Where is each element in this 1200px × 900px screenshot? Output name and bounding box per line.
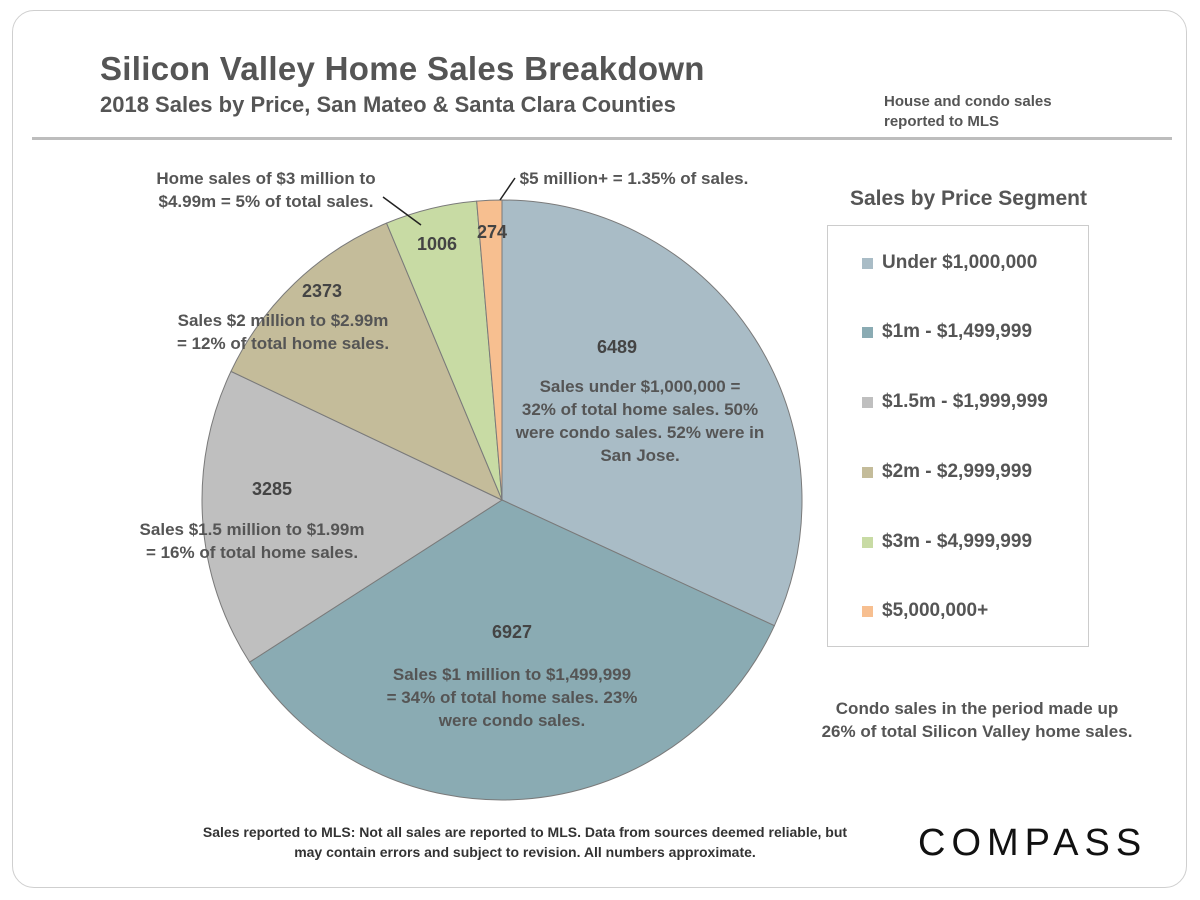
pie-slice [201,370,504,663]
slice-annotation-line: = 16% of total home sales. [146,543,358,562]
compass-logo: COMPASS [918,822,1148,864]
slice-annotation-line: San Jose. [600,446,679,465]
legend-item-3m-5m: $3m - $4,999,999 [862,531,1032,553]
slice-annotation-line: = 34% of total home sales. 23% [387,688,638,707]
leader-line-5m [499,177,516,201]
slice-annotation-line: Sales $1 million to $1,499,999 [393,665,631,684]
slice-value-label: 274 [477,222,507,242]
legend-label: $1m - $1,499,999 [882,321,1033,342]
legend-label: $5,000,000+ [882,600,989,621]
legend-swatch [862,536,873,548]
slice-annotation-line: Home sales of $3 million to [156,169,375,188]
legend-item-1-5m-2m: $1.5m - $1,999,999 [862,391,1048,413]
slice-value-label: 3285 [252,479,292,499]
condo-note-line1: Condo sales in the period made up [835,699,1119,718]
slice-annotation-line: were condo sales. [438,711,585,730]
footer-disclaimer: Sales reported to MLS: Not all sales are… [170,822,880,862]
slice-annotation-line: 32% of total home sales. 50% [522,400,758,419]
pie-slices [201,199,803,801]
slice-annotation-line: Sales $1.5 million to $1.99m [140,520,365,539]
legend-swatch [862,466,873,478]
leader-line-3m [382,196,422,226]
legend-item-5m-plus: $5,000,000+ [862,600,988,622]
legend-label: $2m - $2,999,999 [882,461,1033,482]
footer-line2: may contain errors and subject to revisi… [294,844,756,860]
data-source-note-line2: reported to MLS [884,113,999,130]
legend-swatch [862,257,873,269]
legend-item-2m-3m: $2m - $2,999,999 [862,461,1032,483]
data-source-note-line1: House and condo sales [884,93,1052,110]
legend-item-under-1m: Under $1,000,000 [862,252,1037,274]
slice-value-label: 6927 [492,622,532,642]
slice-annotation-line: $5 million+ = 1.35% of sales. [520,169,749,188]
slice-annotation-line: Sales $2 million to $2.99m [178,311,389,330]
slice-annotation-line: = 12% of total home sales. [177,334,389,353]
slice-annotation-line: were condo sales. 52% were in [515,423,765,442]
legend-swatch [862,605,873,617]
legend-label: $3m - $4,999,999 [882,531,1033,552]
legend-swatch [862,326,873,338]
slice-value-label: 1006 [417,234,457,254]
chart-subtitle: 2018 Sales by Price, San Mateo & Santa C… [100,92,676,117]
condo-note: Condo sales in the period made up 26% of… [812,697,1142,743]
data-source-note: House and condo sales reported to MLS [884,92,1124,132]
legend-item-1m-1-5m: $1m - $1,499,999 [862,321,1032,343]
pie-slice [476,199,503,501]
slice-annotation-line: $4.99m = 5% of total sales. [159,192,374,211]
legend: Under $1,000,000 $1m - $1,499,999 $1.5m … [827,225,1089,647]
slice-annotation-line: Sales under $1,000,000 = [540,377,741,396]
pie-slice [248,499,776,801]
legend-label: $1.5m - $1,999,999 [882,391,1048,412]
pie-slice [501,199,803,627]
pie-slice [230,222,503,502]
legend-label: Under $1,000,000 [882,252,1038,273]
slice-value-label: 2373 [302,281,342,301]
header-divider [32,137,1172,140]
legend-swatch [862,396,873,408]
legend-title: Sales by Price Segment [850,187,1087,210]
slice-value-label: 6489 [597,337,637,357]
footer-line1: Sales reported to MLS: Not all sales are… [202,824,848,840]
pie-labels: 6489 Sales under $1,000,000 = 32% of total… [140,169,765,730]
condo-note-line2: 26% of total Silicon Valley home sales. [821,722,1133,741]
chart-title: Silicon Valley Home Sales Breakdown [100,50,705,87]
